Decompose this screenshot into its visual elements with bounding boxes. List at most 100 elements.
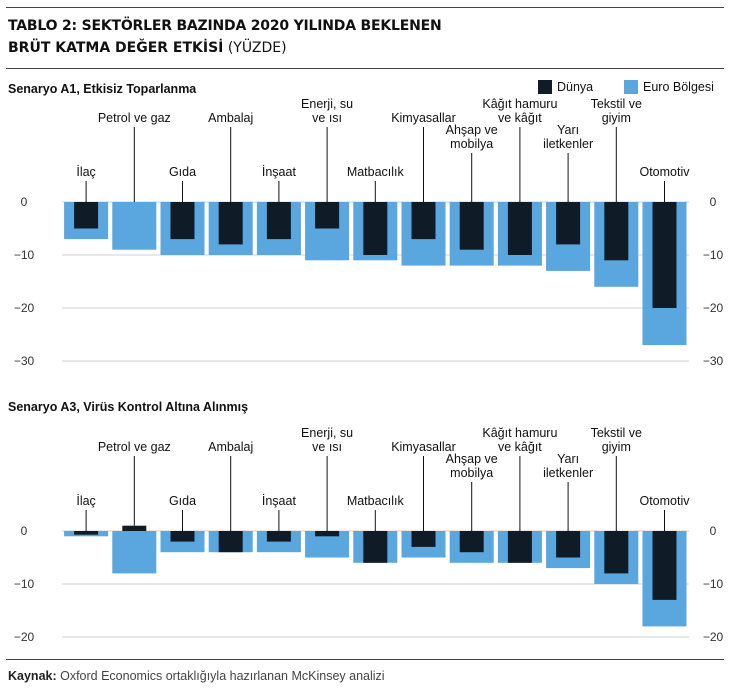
category-label-a1-5: Enerji, su ve ısı	[301, 97, 353, 125]
bar-world-a3-10	[556, 531, 581, 558]
chart-title-unit: (YÜZDE)	[223, 40, 287, 56]
source-text: Oxford Economics ortaklığıyla hazırlanan…	[56, 669, 385, 683]
y-tick-left-a3-1: −10	[14, 577, 35, 591]
y-tick-right-a1-1: −10	[703, 248, 724, 262]
category-label-line: ve kâğıt	[498, 111, 542, 125]
legend-euro-swatch	[624, 80, 638, 94]
category-label-line: Ahşap ve	[446, 123, 498, 137]
category-label-line: Kâğıt hamuru	[482, 97, 557, 111]
category-label-a3-2: Gıda	[169, 494, 196, 508]
chart-title-line1: TABLO 2: SEKTÖRLER BAZINDA 2020 YILINDA …	[8, 18, 442, 34]
category-label-line: Otomotiv	[639, 494, 690, 508]
bar-world-a1-6	[363, 202, 388, 255]
bar-world-a3-7	[411, 531, 436, 547]
bar-world-a3-6	[363, 531, 388, 563]
category-label-a3-5: Enerji, su ve ısı	[301, 426, 353, 454]
bar-world-a3-1	[122, 525, 147, 531]
chart-title-bold: BRÜT KATMA DEĞER ETKİSİ	[8, 40, 224, 56]
y-tick-left-a3-0: 0	[21, 524, 28, 538]
bar-world-a1-0	[74, 202, 99, 229]
category-label-a3-9: Kâğıt hamuru ve kâğıt	[482, 426, 557, 454]
category-label-a3-0: İlaç	[76, 494, 95, 508]
y-tick-left-a1-1: −10	[14, 248, 35, 262]
category-label-a1-7: Kimyasallar	[391, 111, 456, 125]
panel-title-a1: Senaryo A1, Etkisiz Toparlanma	[8, 82, 197, 96]
y-tick-right-a3-0: 0	[710, 524, 717, 538]
category-label-a3-10: Yarı iletkenler	[543, 452, 593, 480]
category-label-line: Matbacılık	[347, 165, 405, 179]
category-label-a1-8: Ahşap ve mobilya	[446, 123, 498, 151]
y-tick-left-a3-2: −20	[14, 630, 35, 644]
bar-world-a3-5	[315, 531, 340, 537]
category-label-line: ve ısı	[312, 111, 342, 125]
category-label-line: Enerji, su	[301, 97, 353, 111]
category-label-line: iletkenler	[543, 466, 593, 480]
y-tick-right-a3-1: −10	[703, 577, 724, 591]
category-label-line: Ambalaj	[208, 111, 253, 125]
legend-euro: Euro Bölgesi	[624, 80, 714, 94]
category-label-a3-7: Kimyasallar	[391, 440, 456, 454]
category-label-a1-6: Matbacılık	[347, 165, 405, 179]
category-label-a1-3: Ambalaj	[208, 111, 253, 125]
bar-world-a1-10	[556, 202, 581, 245]
category-label-a3-3: Ambalaj	[208, 440, 253, 454]
category-label-line: Matbacılık	[347, 494, 405, 508]
category-label-line: Kimyasallar	[391, 111, 456, 125]
bar-world-a1-8	[459, 202, 484, 250]
category-label-line: İnşaat	[262, 165, 297, 179]
bar-world-a3-4	[266, 531, 291, 542]
category-label-a1-2: Gıda	[169, 165, 196, 179]
category-label-a3-11: Tekstil ve giyim	[591, 426, 642, 454]
category-label-a1-4: İnşaat	[262, 165, 297, 179]
category-label-a1-0: İlaç	[76, 165, 95, 179]
bar-world-a3-3	[218, 531, 243, 553]
category-label-line: giyim	[602, 111, 631, 125]
panel-title-a3: Senaryo A3, Virüs Kontrol Altına Alınmış	[8, 400, 249, 414]
bar-world-a3-12	[652, 531, 677, 600]
category-label-a3-4: İnşaat	[262, 494, 297, 508]
y-tick-left-a1-3: −30	[14, 354, 35, 368]
category-label-line: Kâğıt hamuru	[482, 426, 557, 440]
bar-world-a3-9	[507, 531, 532, 563]
category-label-line: İlaç	[76, 165, 95, 179]
category-label-line: Yarı	[557, 452, 579, 466]
legend-world-swatch	[538, 80, 552, 94]
category-label-line: Yarı	[557, 123, 579, 137]
y-tick-right-a1-3: −30	[703, 354, 724, 368]
category-label-line: Otomotiv	[639, 165, 690, 179]
category-label-a3-8: Ahşap ve mobilya	[446, 452, 498, 480]
category-label-line: Tekstil ve	[591, 426, 642, 440]
bar-world-a1-5	[315, 202, 340, 229]
y-tick-right-a1-0: 0	[710, 195, 717, 209]
source-label: Kaynak:	[8, 669, 57, 683]
category-label-line: mobilya	[450, 466, 493, 480]
category-label-line: Kimyasallar	[391, 440, 456, 454]
category-label-line: Ahşap ve	[446, 452, 498, 466]
category-label-line: Gıda	[169, 165, 196, 179]
category-label-line: İnşaat	[262, 494, 297, 508]
y-tick-right-a1-2: −20	[703, 301, 724, 315]
bar-world-a1-4	[266, 202, 291, 240]
category-label-line: mobilya	[450, 137, 493, 151]
category-label-a3-12: Otomotiv	[639, 494, 690, 508]
y-tick-right-a3-2: −20	[703, 630, 724, 644]
category-label-line: Petrol ve gaz	[98, 440, 171, 454]
bar-world-a3-0	[74, 531, 99, 535]
source-note: Kaynak: Oxford Economics ortaklığıyla ha…	[8, 669, 385, 683]
category-label-line: Enerji, su	[301, 426, 353, 440]
bar-euro-a1-1	[112, 202, 157, 250]
category-label-a1-10: Yarı iletkenler	[543, 123, 593, 151]
category-label-line: ve kâğıt	[498, 440, 542, 454]
category-label-line: İlaç	[76, 494, 95, 508]
category-label-line: ve ısı	[312, 440, 342, 454]
category-label-line: iletkenler	[543, 137, 593, 151]
category-label-line: giyim	[602, 440, 631, 454]
category-label-a1-11: Tekstil ve giyim	[591, 97, 642, 125]
bar-world-a3-8	[459, 531, 484, 553]
category-label-line: Petrol ve gaz	[98, 111, 171, 125]
bar-world-a1-9	[507, 202, 532, 255]
bar-euro-a3-1	[112, 531, 157, 574]
category-label-a1-12: Otomotiv	[639, 165, 690, 179]
bar-world-a1-7	[411, 202, 436, 240]
